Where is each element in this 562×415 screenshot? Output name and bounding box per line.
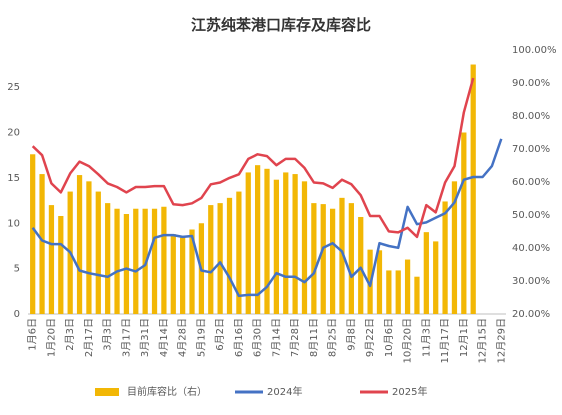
bar xyxy=(76,175,83,314)
legend-label: 目前库容比（右） xyxy=(127,385,207,398)
bar xyxy=(264,168,270,314)
x-tick-label: 3月3日 xyxy=(102,318,114,351)
bar xyxy=(283,172,289,314)
y2-tick-label: 40.00% xyxy=(512,243,550,254)
bar xyxy=(217,203,223,314)
legend-label: 2025年 xyxy=(392,385,427,398)
y-tick-label: 25 xyxy=(7,82,20,93)
bar xyxy=(105,203,111,314)
bar xyxy=(320,204,326,314)
bar xyxy=(404,259,411,314)
bar xyxy=(376,250,383,314)
bar xyxy=(180,235,186,314)
bar xyxy=(301,181,308,314)
bar xyxy=(133,208,139,314)
x-tick-label: 10月6日 xyxy=(383,318,395,357)
x-tick-label: 5月19日 xyxy=(195,318,207,357)
x-tick-label: 12月1日 xyxy=(458,318,470,357)
bar xyxy=(151,208,158,314)
bar xyxy=(245,172,251,314)
bar xyxy=(95,191,101,314)
bar xyxy=(395,270,401,314)
bar xyxy=(273,179,279,314)
bar xyxy=(161,206,167,314)
y2-tick-label: 30.00% xyxy=(512,276,550,287)
x-tick-label: 11月17日 xyxy=(439,318,451,363)
x-tick-label: 8月25日 xyxy=(327,318,339,357)
x-tick-label: 6月30日 xyxy=(252,318,264,357)
x-tick-label: 3月17日 xyxy=(120,318,132,357)
x-tick-label: 10月20日 xyxy=(402,318,414,363)
bar xyxy=(255,165,261,314)
bar xyxy=(311,203,317,314)
x-tick-label: 6月2日 xyxy=(214,318,226,351)
bar xyxy=(226,197,233,314)
x-tick-label: 4月28日 xyxy=(177,318,189,357)
bar xyxy=(58,215,64,314)
x-tick-label: 8月11日 xyxy=(308,318,320,357)
y-tick-label: 15 xyxy=(7,173,20,184)
bar xyxy=(348,203,354,314)
chart-title: 江苏纯苯港口库存及库容比 xyxy=(191,16,371,34)
bar xyxy=(451,181,458,314)
x-tick-label: 2月3日 xyxy=(64,318,76,351)
bar xyxy=(123,214,130,314)
x-tick-label: 11月3日 xyxy=(420,318,432,357)
bar xyxy=(423,232,429,314)
x-tick-label: 12月29日 xyxy=(495,318,507,363)
x-tick-label: 1月6日 xyxy=(27,318,39,351)
x-tick-label: 4月14日 xyxy=(158,318,170,357)
bar xyxy=(386,270,392,314)
x-tick-label: 2月17日 xyxy=(83,318,95,357)
bar xyxy=(329,208,336,314)
y-tick-label: 10 xyxy=(7,218,20,229)
bar xyxy=(414,276,420,314)
y2-tick-label: 90.00% xyxy=(512,78,550,89)
line xyxy=(31,138,503,298)
bar xyxy=(30,154,36,314)
bar xyxy=(292,174,298,314)
legend-label: 2024年 xyxy=(267,385,302,398)
bar xyxy=(114,208,120,314)
y2-tick-label: 80.00% xyxy=(512,111,550,122)
bar xyxy=(433,241,439,314)
bar xyxy=(470,64,476,315)
bar xyxy=(39,174,45,314)
legend-swatch xyxy=(95,388,119,396)
x-tick-label: 7月14日 xyxy=(270,318,282,357)
y-tick-label: 0 xyxy=(14,309,20,320)
bar xyxy=(236,191,242,314)
bar xyxy=(170,234,176,314)
line xyxy=(31,77,475,239)
x-tick-label: 3月31日 xyxy=(139,318,151,357)
y-tick-label: 20 xyxy=(7,128,20,139)
x-tick-label: 12月15日 xyxy=(477,318,489,363)
bar xyxy=(358,216,364,314)
y2-tick-label: 60.00% xyxy=(512,177,550,188)
bar xyxy=(461,132,467,314)
bar xyxy=(442,201,448,314)
bar xyxy=(208,205,214,314)
x-tick-label: 9月22日 xyxy=(364,318,376,357)
y2-tick-label: 100.00% xyxy=(512,45,557,56)
x-tick-label: 1月20日 xyxy=(45,318,57,357)
x-tick-label: 6月16日 xyxy=(233,318,245,357)
y-tick-label: 5 xyxy=(14,264,20,275)
bar xyxy=(189,229,195,314)
y2-tick-label: 20.00% xyxy=(512,309,550,320)
bar xyxy=(48,205,55,314)
x-tick-label: 9月8日 xyxy=(345,318,357,351)
y2-tick-label: 70.00% xyxy=(512,144,550,155)
x-tick-label: 7月28日 xyxy=(289,318,301,357)
bar xyxy=(339,197,345,314)
y2-tick-label: 50.00% xyxy=(512,210,550,221)
bar xyxy=(86,181,92,314)
